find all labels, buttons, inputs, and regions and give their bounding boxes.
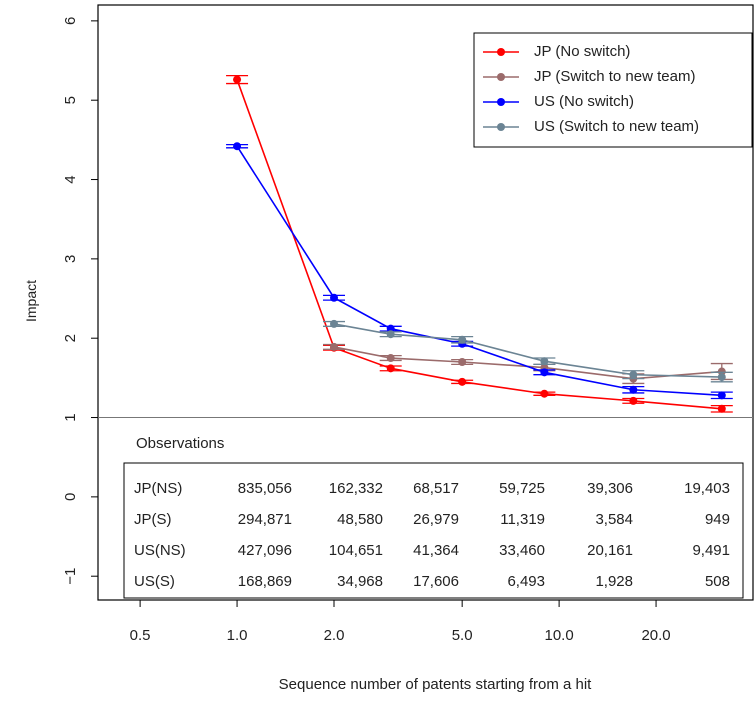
y-tick-label: 2 [62,334,79,342]
observations-cell: 39,306 [587,480,633,497]
data-point [330,342,339,351]
observations-cell: 508 [705,573,730,590]
observations-cell: 1,928 [595,573,633,590]
observations-cell: 949 [705,511,730,528]
plot-frame [97,4,754,601]
legend-swatch-point [497,98,505,106]
data-point [458,358,467,366]
observations-cell: 19,403 [684,480,730,497]
legend-label: JP (No switch) [534,43,630,60]
data-point [629,370,638,379]
data-point [717,391,726,400]
observations-row-label: JP(S) [134,511,172,528]
observations-title: Observations [136,435,224,452]
data-point [458,377,467,386]
y-tick-label: 4 [62,175,79,183]
data-point [717,404,726,413]
data-point [629,396,638,405]
data-point [540,357,549,366]
observations-cell: 11,319 [500,511,545,528]
data-point [458,335,467,344]
series-line-3 [333,323,722,378]
observations-cell: 34,968 [337,573,383,590]
data-point [386,324,395,333]
observations-cell: 26,979 [413,511,459,528]
data-point [540,368,549,377]
data-point [233,142,242,151]
x-tick-label: 20.0 [641,627,670,644]
data-point [386,364,395,373]
y-tick-label: 1 [62,413,79,421]
x-tick-label: 0.5 [130,627,151,644]
data-point [629,385,638,394]
observations-cell: 68,517 [413,480,459,497]
data-point [233,75,242,84]
y-tick-label: 6 [62,17,79,25]
series-line-2 [236,145,722,397]
observations-cell: 162,332 [329,480,383,497]
x-tick-label: 2.0 [324,627,345,644]
data-point [330,293,339,302]
data-point [386,354,395,363]
observations-cell: 9,491 [692,542,730,559]
data-point [386,330,395,339]
observations-row-label: US(NS) [134,542,186,559]
y-axis-label: Impact [23,280,39,322]
legend-label: US (Switch to new team) [534,118,699,135]
x-tick-label: 5.0 [452,627,473,644]
legend-swatch-point [497,73,505,81]
observations-table [123,462,744,599]
legend-label: US (No switch) [534,93,634,110]
y-tick-label: 0 [62,493,79,501]
observations-cell: 168,869 [238,573,292,590]
observations-cell: 3,584 [595,511,633,528]
series-line-1 [333,346,722,380]
data-point [330,319,339,328]
observations-cell: 294,871 [238,511,292,528]
observations-cell: 6,493 [507,573,545,590]
observations-cell: 33,460 [499,542,545,559]
x-tick-label: 10.0 [545,627,574,644]
legend-swatch-point [497,123,505,131]
observations-cell: 835,056 [238,480,292,497]
y-tick-label: 5 [62,96,79,104]
data-point [717,373,726,382]
observations-row-label: JP(NS) [134,480,182,497]
data-point [717,367,726,376]
observations-cell: 48,580 [337,511,383,528]
observations-cell: 41,364 [413,542,459,559]
observations-cell: 59,725 [499,480,545,497]
observations-cell: 427,096 [238,542,292,559]
data-point [540,389,549,398]
observations-row-label: US(S) [134,573,175,590]
observations-cell: 20,161 [587,542,633,559]
x-axis-label: Sequence number of patents starting from… [279,676,593,693]
y-tick-label: 3 [62,255,79,263]
x-tick-label: 1.0 [227,627,248,644]
legend-label: JP (Switch to new team) [534,68,695,85]
observations-cell: 104,651 [329,542,383,559]
legend-swatch-point [497,48,505,56]
observations-cell: 17,606 [413,573,459,590]
y-tick-label: −1 [62,568,79,585]
legend-box [473,32,753,148]
